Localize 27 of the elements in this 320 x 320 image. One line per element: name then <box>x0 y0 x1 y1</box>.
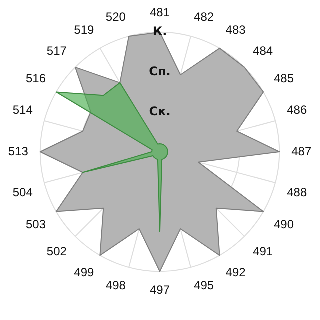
spoke-label: 487 <box>292 144 312 158</box>
spoke-label: 516 <box>26 71 46 86</box>
spoke-label: 513 <box>8 144 29 158</box>
y-tick-label: Ск. <box>149 104 171 118</box>
spoke-label: 495 <box>194 278 214 293</box>
spoke-label: 492 <box>226 265 246 280</box>
spoke-label: 485 <box>274 71 294 86</box>
spoke-label: 499 <box>74 265 95 280</box>
spoke-label: 488 <box>287 186 308 200</box>
spoke-label: 519 <box>74 23 95 38</box>
spoke-label: 502 <box>46 244 68 259</box>
spoke-label: 482 <box>194 10 214 24</box>
spoke-label: 481 <box>150 6 170 20</box>
spoke-label: 484 <box>253 44 274 58</box>
spoke-label: 517 <box>46 44 68 58</box>
y-tick-label: К. <box>152 24 168 39</box>
spoke-label: 490 <box>274 217 294 232</box>
y-tick-label: Сп. <box>149 64 171 78</box>
spoke-label: 497 <box>150 283 170 298</box>
spoke-label: 483 <box>226 23 246 38</box>
spoke-label: 486 <box>287 103 308 118</box>
spoke-label: 514 <box>12 103 34 118</box>
spoke-label: 503 <box>26 217 46 232</box>
spoke-label: 520 <box>106 10 126 24</box>
spoke-label: 491 <box>253 244 274 259</box>
spoke-label: 498 <box>106 278 126 293</box>
spoke-label: 504 <box>12 186 34 200</box>
